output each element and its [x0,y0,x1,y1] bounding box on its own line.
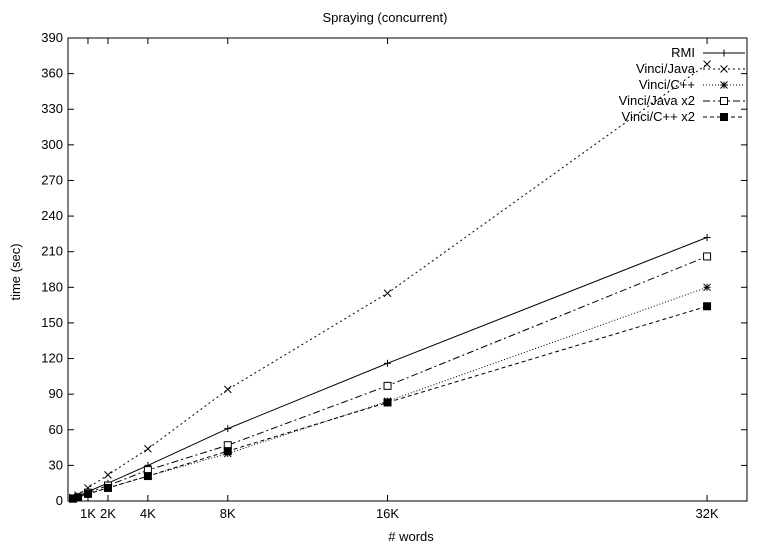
legend-entry: Vinci/Java [636,61,745,76]
series-line [72,236,708,500]
legend-marker [720,97,728,105]
legend-marker [720,65,728,73]
y-tick-label: 210 [41,244,63,259]
y-tick-label: 30 [49,457,63,472]
data-point [703,60,711,68]
series-4 [68,302,712,503]
data-point [383,381,392,390]
data-point [703,233,711,241]
y-tick-label: 120 [41,351,63,366]
data-point [104,471,112,479]
data-point [703,283,711,292]
data-point [103,483,112,492]
y-tick-label: 300 [41,137,63,152]
y-tick-label: 390 [41,30,63,45]
y-tick-label: 180 [41,279,63,294]
data-point [143,472,152,481]
y-tick-label: 270 [41,172,63,187]
data-point [224,425,232,433]
legend-marker [720,81,728,89]
series-1 [69,60,711,502]
x-tick-label: 8K [220,506,236,521]
series-line [72,305,708,500]
y-tick-label: 90 [49,386,63,401]
data-point [383,398,392,407]
legend-label: Vinci/C++ [639,77,695,92]
data-point [223,385,232,394]
y-tick-label: 330 [41,101,63,116]
data-point [83,489,92,498]
data-point [73,493,82,502]
legend-label: Vinci/Java x2 [619,93,695,108]
data-point [703,302,712,311]
legend-label: RMI [671,45,695,60]
data-point [703,252,712,261]
series-0 [69,233,711,503]
y-tick-label: 0 [56,493,63,508]
plot-frame [67,37,748,502]
x-tick-label: 16K [376,506,399,521]
x-axis-label: # words [388,529,434,544]
data-point [223,447,232,456]
series-line [72,286,708,500]
y-tick-label: 240 [41,208,63,223]
chart-title: Spraying (concurrent) [323,10,448,25]
x-tick-label: 4K [140,506,156,521]
legend-marker [720,49,728,57]
x-tick-label: 32K [695,506,718,521]
series-line [72,63,708,498]
y-tick-label: 360 [41,66,63,81]
legend-entry: RMI [671,45,745,60]
series-line [72,255,708,500]
axis-ticks: 0 30 60 90 120 150 180 210 240 270 300 330 360 390 1K 2… [41,30,747,521]
legend-entry: Vinci/Java x2 [619,93,745,108]
legend-marker [720,113,728,121]
series-layer [68,60,712,503]
data-point [144,444,152,453]
series-2 [69,283,711,503]
y-tick-label: 150 [41,315,63,330]
data-point [383,289,392,298]
legend-entry: Vinci/C++ [639,77,745,92]
y-tick-label: 60 [49,422,63,437]
legend-label: Vinci/Java [636,61,696,76]
legend-label: Vinci/C++ x2 [622,109,695,124]
legend-entry: Vinci/C++ x2 [622,109,745,124]
y-axis-label: time (sec) [8,243,23,300]
data-point [384,359,392,367]
x-tick-label: 2K [100,506,116,521]
x-tick-label: 1K [80,506,96,521]
